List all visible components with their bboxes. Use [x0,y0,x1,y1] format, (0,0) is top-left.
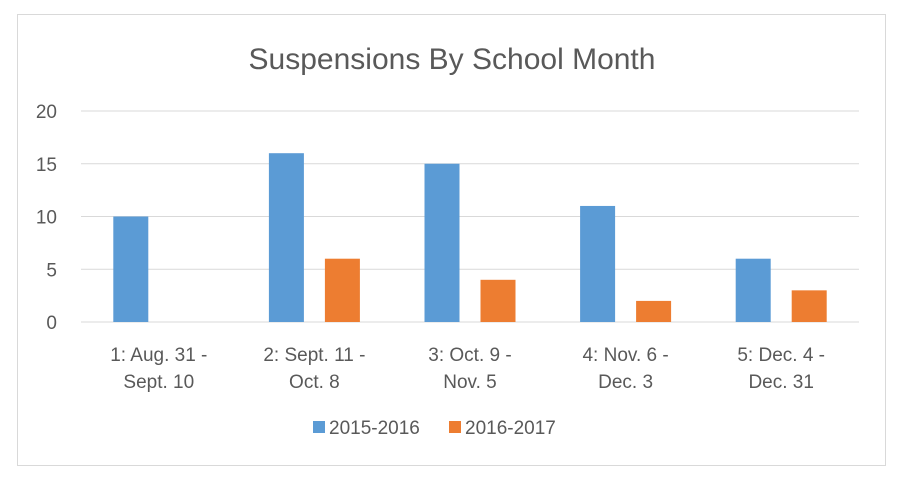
legend-swatch [313,421,325,433]
y-tick-label: 10 [36,208,57,229]
bar-2016-2017-3 [480,279,516,322]
y-tick-label: 0 [46,313,57,334]
bar-2016-2017-4 [636,300,672,322]
y-tick-label: 20 [36,102,57,123]
x-axis-ticks: 1: Aug. 31 -Sept. 10 2: Sept. 11 -Oct. 8 3… [110,345,825,393]
bar-2016-2017-5 [791,290,827,322]
legend: 2015-2016 2016-2017 [313,418,556,439]
bar-2016-2017-2 [324,258,360,322]
x-tick-label: 4: Nov. 6 -Dec. 3 [582,345,668,393]
bar-2015-2016-2 [268,153,304,322]
bar-2015-2016-4 [580,205,616,322]
x-tick-label: 1: Aug. 31 -Sept. 10 [110,345,207,393]
x-tick-label: 2: Sept. 11 -Oct. 8 [263,345,365,393]
legend-swatch [449,421,461,433]
bars [113,153,827,322]
y-tick-label: 15 [36,155,57,176]
bar-2015-2016-3 [424,163,460,322]
bar-2015-2016-5 [735,258,771,322]
gridlines [81,110,859,323]
legend-label: 2016-2017 [465,418,556,439]
chart-title: Suspensions By School Month [249,43,656,76]
x-tick-label: 5: Dec. 4 -Dec. 31 [737,345,825,393]
x-tick-label: 3: Oct. 9 -Nov. 5 [428,345,511,393]
bar-2015-2016-1 [113,216,149,322]
y-tick-label: 5 [46,260,57,281]
y-axis-ticks: 0 5 10 15 20 [36,102,57,334]
legend-label: 2015-2016 [329,418,420,439]
